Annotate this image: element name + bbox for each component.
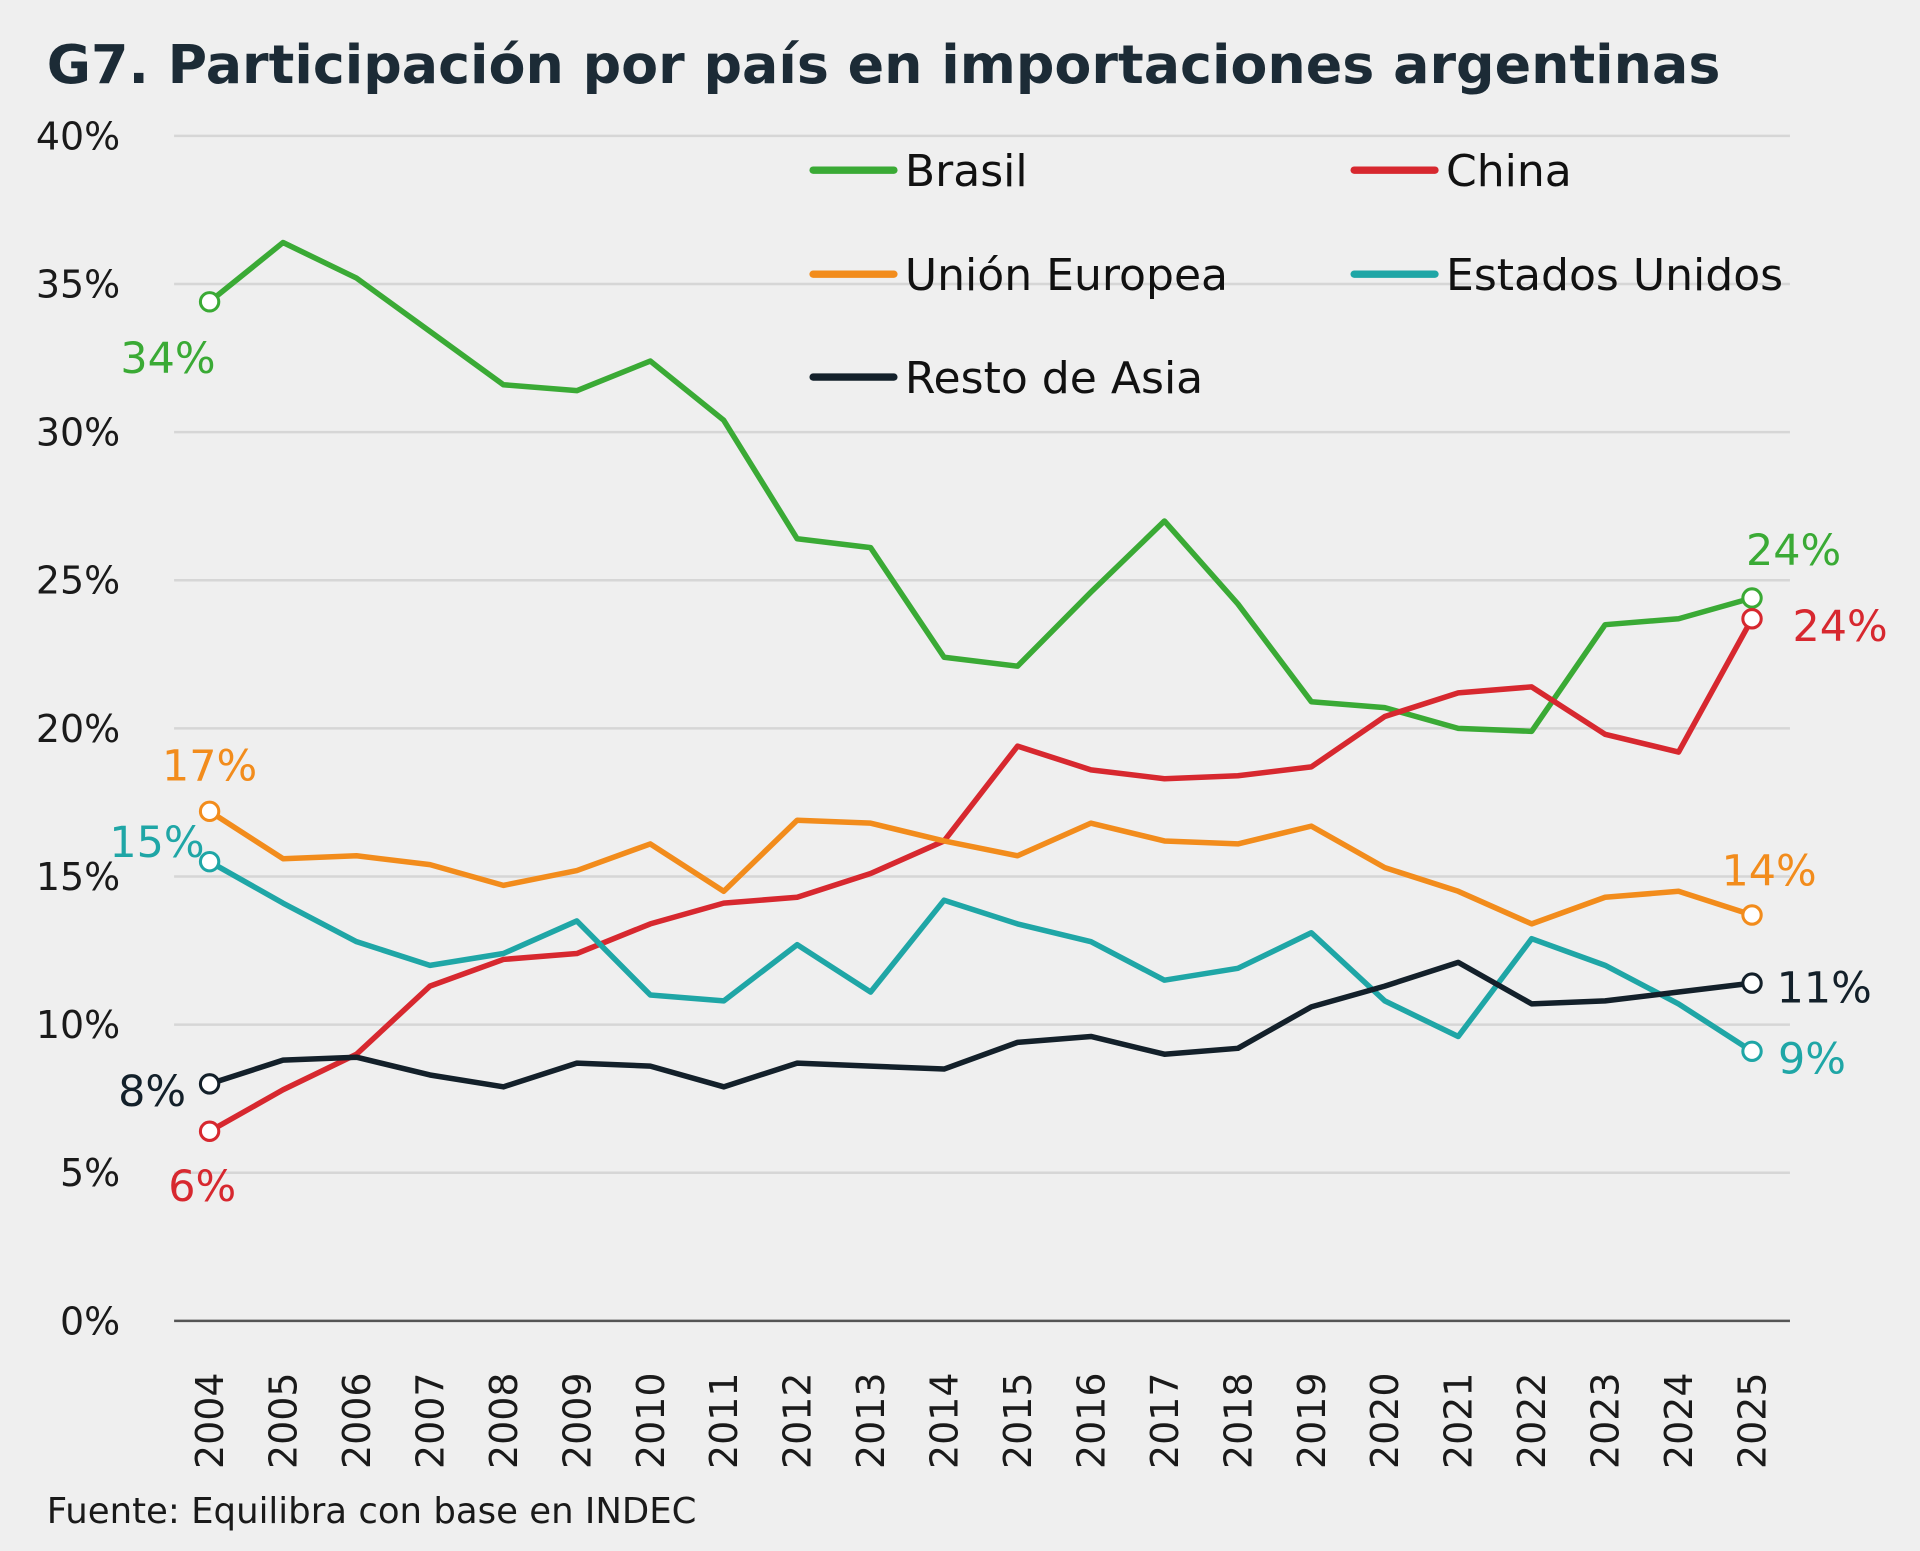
legend-item: Resto de Asia xyxy=(809,353,1203,404)
x-tick-label: 2013 xyxy=(849,1372,893,1469)
y-tick-label: 40% xyxy=(36,114,120,158)
series-line xyxy=(208,617,1755,1134)
x-tick-label: 2015 xyxy=(996,1372,1040,1469)
series-line xyxy=(207,239,1753,735)
series-resto-de-asia: 8% 11% xyxy=(118,959,1872,1117)
x-tick-label: 2020 xyxy=(1363,1372,1407,1469)
x-tick-label: 2011 xyxy=(702,1372,746,1469)
x-tick-label: 2007 xyxy=(408,1372,452,1469)
x-tick-label: 2024 xyxy=(1657,1372,1701,1469)
x-tick-label: 2010 xyxy=(629,1372,673,1469)
chart-title: G7. Participación por país en importacio… xyxy=(47,33,1721,96)
data-point xyxy=(198,1073,221,1095)
x-tick-label: 2023 xyxy=(1584,1372,1628,1469)
data-point xyxy=(198,850,221,873)
grid xyxy=(174,134,1790,1323)
x-tick-label: 2008 xyxy=(482,1372,526,1469)
data-label: 17% xyxy=(162,742,257,792)
data-point xyxy=(198,1120,221,1142)
series-brasil: 34% 24% xyxy=(120,239,1841,735)
data-label: 34% xyxy=(120,334,215,384)
data-label: 8% xyxy=(118,1067,186,1117)
x-tick-label: 2021 xyxy=(1437,1372,1481,1469)
x-tick-label: 2006 xyxy=(335,1372,379,1469)
series-line xyxy=(208,859,1754,1054)
x-tick-label: 2025 xyxy=(1730,1372,1774,1469)
series-china: 6% 24% xyxy=(168,602,1887,1212)
legend: Brasil China Unión Europea Estados Unidos Re… xyxy=(809,146,1783,404)
legend-label: Estados Unidos xyxy=(1446,250,1783,301)
data-label: 11% xyxy=(1777,964,1872,1014)
x-tick-label: 2018 xyxy=(1216,1372,1260,1469)
legend-label: China xyxy=(1446,146,1572,197)
data-label: 24% xyxy=(1746,526,1841,576)
legend-item: Unión Europea xyxy=(809,250,1228,301)
data-label: 9% xyxy=(1778,1034,1846,1084)
data-point xyxy=(1741,972,1763,994)
y-tick-label: 20% xyxy=(36,707,120,751)
x-tick-label: 2004 xyxy=(188,1372,232,1469)
data-label: 24% xyxy=(1793,602,1888,652)
x-tick-label: 2017 xyxy=(1143,1372,1187,1469)
series-unión-europea: 17% 14% xyxy=(162,742,1817,927)
y-tick-label: 0% xyxy=(60,1299,120,1343)
x-tick-label: 2019 xyxy=(1290,1372,1334,1469)
x-tick-label: 2009 xyxy=(555,1372,599,1469)
data-point xyxy=(1741,587,1763,609)
y-tick-label: 30% xyxy=(36,411,120,455)
series-estados-unidos: 15% 9% xyxy=(109,818,1846,1085)
y-tick-label: 5% xyxy=(60,1151,120,1195)
legend-label: Unión Europea xyxy=(905,250,1228,301)
series-line xyxy=(208,959,1753,1090)
data-point xyxy=(1741,904,1763,926)
data-point xyxy=(1741,608,1763,630)
y-tick-label: 35% xyxy=(36,262,120,306)
series-lines: 34% 24% 6% 24% 17% 14% 15% 9% 8% 11% xyxy=(109,239,1888,1212)
y-axis: 0% 5% 10% 15% 20% 25% 30% 35% 40% xyxy=(36,114,120,1343)
data-label: 6% xyxy=(168,1162,236,1212)
x-tick-label: 2016 xyxy=(1069,1372,1113,1469)
legend-label: Resto de Asia xyxy=(905,353,1203,404)
data-point xyxy=(1741,1040,1763,1062)
x-tick-label: 2014 xyxy=(923,1372,967,1469)
data-point xyxy=(198,291,221,313)
x-tick-label: 2022 xyxy=(1510,1372,1554,1469)
x-axis: 2004 2005 2006 2007 2008 2009 2010 2011 2012 2013… xyxy=(188,1372,1774,1469)
y-tick-label: 25% xyxy=(36,559,120,603)
legend-label: Brasil xyxy=(905,146,1028,197)
y-tick-label: 10% xyxy=(36,1003,120,1047)
series-line xyxy=(208,809,1753,927)
data-point xyxy=(198,800,221,823)
source-note: Fuente: Equilibra con base en INDEC xyxy=(47,1491,697,1532)
legend-item: Brasil xyxy=(809,146,1028,197)
x-tick-label: 2005 xyxy=(262,1372,306,1469)
y-tick-label: 15% xyxy=(36,855,120,899)
legend-item: Estados Unidos xyxy=(1350,250,1783,301)
data-label: 15% xyxy=(109,818,204,868)
x-tick-label: 2012 xyxy=(776,1372,820,1469)
data-label: 14% xyxy=(1722,847,1817,897)
legend-item: China xyxy=(1350,146,1572,197)
